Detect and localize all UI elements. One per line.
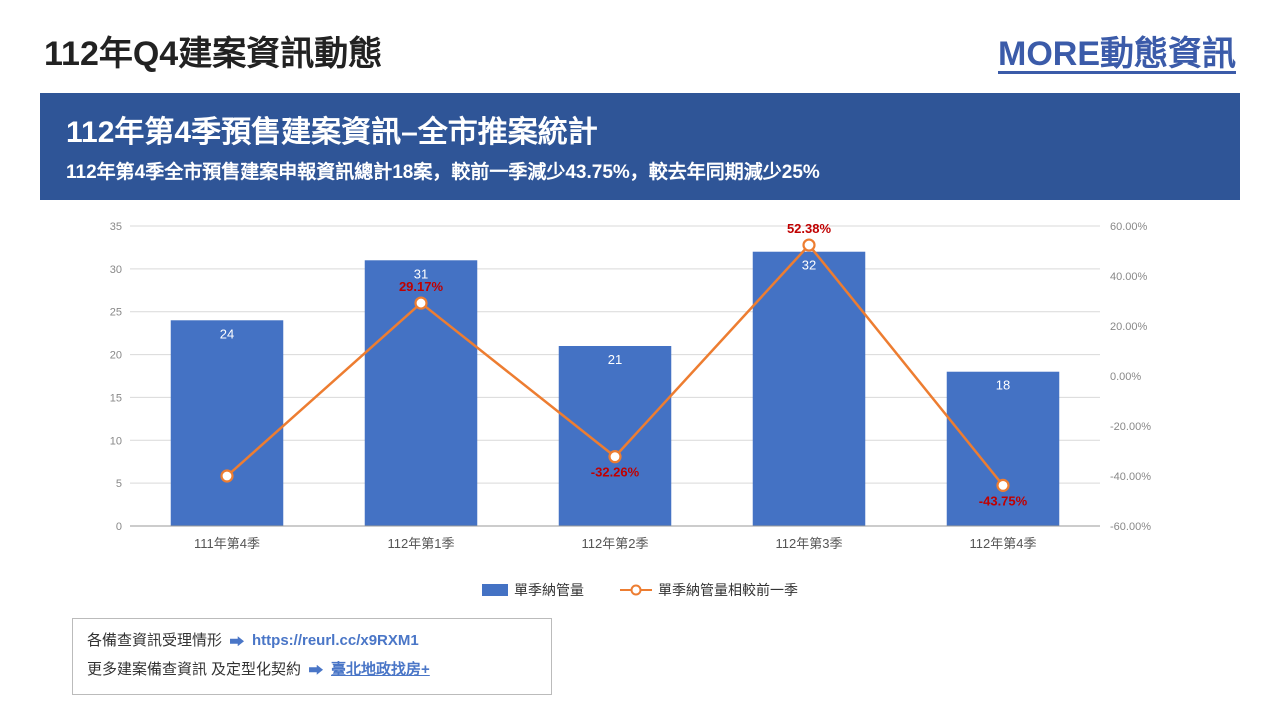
combo-chart: 0 5 10 15 20 25 30 35 -60.00% -40.00% -20.00% 0.00%… [70, 216, 1170, 576]
svg-text:-43.75%: -43.75% [979, 493, 1028, 508]
svg-text:0: 0 [116, 521, 122, 533]
svg-text:20: 20 [110, 350, 122, 362]
page-title: 112年Q4建案資訊動態 [44, 26, 382, 75]
legend-line-swatch [620, 583, 652, 597]
chart-container: 0 5 10 15 20 25 30 35 -60.00% -40.00% -20.00% 0.00%… [40, 200, 1240, 610]
banner-title: 112年第4季預售建案資訊–全市推案統計 [66, 107, 1214, 151]
more-link[interactable]: MORE動態資訊 [998, 26, 1236, 75]
svg-text:20.00%: 20.00% [1110, 321, 1148, 333]
legend-bar-label: 單季納管量 [514, 580, 584, 600]
svg-text:-32.26%: -32.26% [591, 465, 640, 480]
legend-bar: 單季納管量 [482, 580, 584, 600]
svg-text:18: 18 [996, 378, 1010, 393]
svg-text:24: 24 [220, 326, 234, 341]
svg-text:-60.00%: -60.00% [1110, 521, 1151, 533]
svg-text:29.17%: 29.17% [399, 279, 444, 294]
legend-bar-swatch [482, 584, 508, 596]
svg-text:-20.00%: -20.00% [1110, 421, 1151, 433]
svg-text:32: 32 [802, 258, 816, 273]
banner: 112年第4季預售建案資訊–全市推案統計 112年第4季全市預售建案申報資訊總計… [40, 93, 1240, 200]
svg-text:25: 25 [110, 307, 122, 319]
svg-text:52.38%: 52.38% [787, 221, 832, 236]
footer-url-link[interactable]: https://reurl.cc/x9RXM1 [252, 627, 419, 656]
footer-row-2: 更多建案備查資訊 及定型化契約 臺北地政找房+ [87, 656, 537, 685]
chart-legend: 單季納管量 單季納管量相較前一季 [70, 580, 1210, 600]
svg-text:112年第4季: 112年第4季 [970, 536, 1037, 551]
svg-text:111年第4季: 111年第4季 [194, 536, 260, 551]
svg-text:5: 5 [116, 478, 122, 490]
arrow-icon [309, 665, 323, 675]
svg-text:15: 15 [110, 392, 122, 404]
svg-text:112年第1季: 112年第1季 [388, 536, 455, 551]
svg-text:40.00%: 40.00% [1110, 271, 1148, 283]
top-bar: 112年Q4建案資訊動態 MORE動態資訊 [0, 0, 1280, 93]
footer-row2-mid: 及定型化契約 [211, 656, 301, 685]
arrow-icon [230, 636, 244, 646]
svg-text:-40.00%: -40.00% [1110, 471, 1151, 483]
svg-text:60.00%: 60.00% [1110, 221, 1148, 233]
svg-text:0.00%: 0.00% [1110, 371, 1141, 383]
legend-line-label: 單季納管量相較前一季 [658, 580, 798, 600]
svg-text:112年第3季: 112年第3季 [776, 536, 843, 551]
svg-text:35: 35 [110, 221, 122, 233]
legend-line: 單季納管量相較前一季 [620, 580, 798, 600]
footer-site-link[interactable]: 臺北地政找房+ [331, 656, 430, 685]
banner-subtitle: 112年第4季全市預售建案申報資訊總計18案，較前一季減少43.75%，較去年同… [66, 157, 1214, 184]
footer-links-box: 各備查資訊受理情形 https://reurl.cc/x9RXM1 更多建案備查… [72, 618, 552, 695]
svg-text:10: 10 [110, 435, 122, 447]
svg-text:21: 21 [608, 352, 622, 367]
svg-text:30: 30 [110, 264, 122, 276]
page-root: 112年Q4建案資訊動態 MORE動態資訊 112年第4季預售建案資訊–全市推案… [0, 0, 1280, 720]
footer-row1-label: 各備查資訊受理情形 [87, 627, 222, 656]
footer-row2-prefix: 更多建案備查資訊 [87, 656, 207, 685]
footer-row-1: 各備查資訊受理情形 https://reurl.cc/x9RXM1 [87, 627, 537, 656]
svg-text:112年第2季: 112年第2季 [582, 536, 649, 551]
